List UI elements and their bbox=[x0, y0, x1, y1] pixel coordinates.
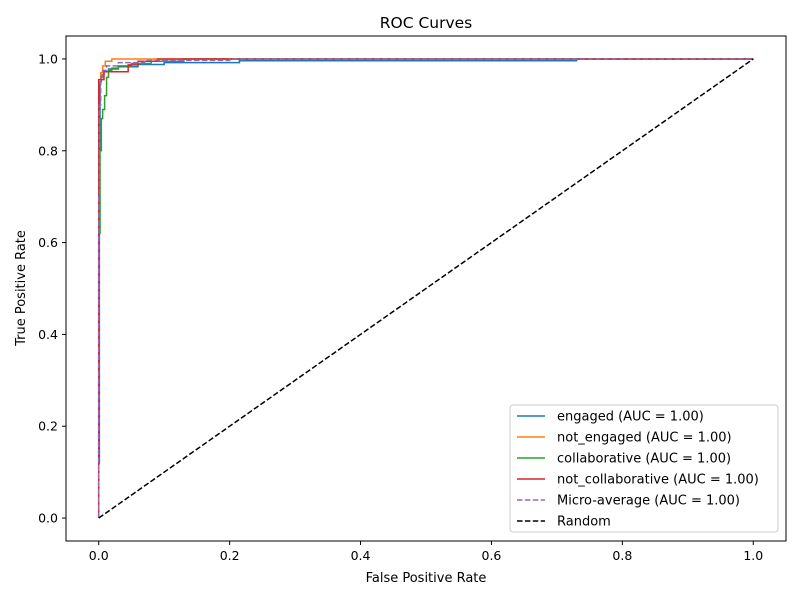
y-tick-label: 0.0 bbox=[38, 511, 58, 526]
legend-label: not_collaborative (AUC = 1.00) bbox=[557, 473, 759, 488]
y-tick-label: 0.8 bbox=[38, 143, 58, 158]
y-tick-label: 0.2 bbox=[38, 419, 58, 434]
x-tick-label: 0.6 bbox=[482, 548, 502, 563]
y-tick-label: 1.0 bbox=[38, 51, 58, 66]
legend-box bbox=[509, 404, 779, 533]
series-line-microaverage bbox=[97, 58, 754, 519]
y-tick-label: 0.6 bbox=[38, 235, 58, 250]
x-axis-ticks: 0.0 0.2 0.4 0.6 0.8 1.0 bbox=[89, 541, 763, 563]
x-tick-label: 0.2 bbox=[220, 548, 240, 563]
plot-frame bbox=[65, 35, 787, 542]
legend-label: collaborative (AUC = 1.00) bbox=[557, 452, 731, 467]
x-axis-label: False Positive Rate bbox=[366, 571, 487, 586]
y-axis-label: True Positive Rate bbox=[14, 230, 29, 347]
y-tick-label: 0.4 bbox=[38, 327, 58, 342]
chart-title: ROC Curves bbox=[380, 14, 473, 32]
legend-label: engaged (AUC = 1.00) bbox=[557, 410, 704, 425]
x-tick-label: 1.0 bbox=[743, 548, 763, 563]
y-axis-ticks: 0.0 0.2 0.4 0.6 0.8 1.0 bbox=[38, 51, 66, 526]
legend-label: Random bbox=[557, 515, 611, 530]
x-tick-label: 0.0 bbox=[89, 548, 109, 563]
x-tick-label: 0.4 bbox=[351, 548, 371, 563]
plot-lines bbox=[97, 58, 754, 519]
x-tick-label: 0.8 bbox=[612, 548, 632, 563]
legend-label: not_engaged (AUC = 1.00) bbox=[557, 431, 732, 446]
series-line-random bbox=[98, 58, 754, 519]
series-line-collaborative bbox=[97, 58, 754, 519]
legend: engaged (AUC = 1.00) not_engaged (AUC = 1… bbox=[509, 404, 779, 533]
legend-label: Micro-average (AUC = 1.00) bbox=[557, 494, 740, 509]
